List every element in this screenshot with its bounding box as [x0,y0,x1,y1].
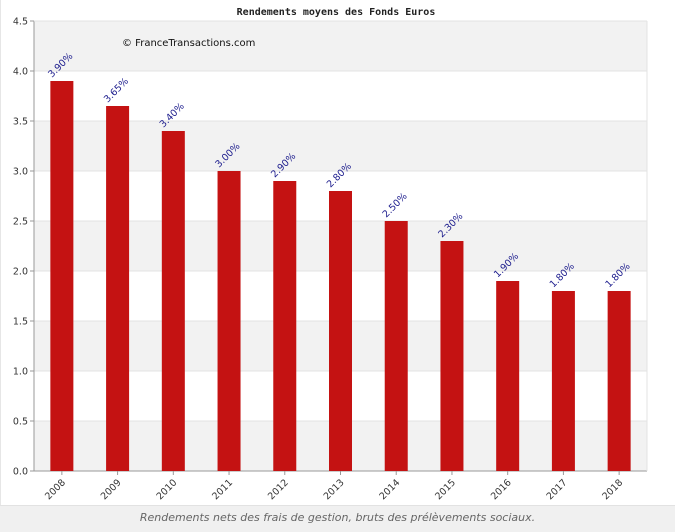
x-tick-label: 2012 [266,477,291,502]
x-tick-label: 2014 [377,477,402,502]
y-tick-label: 4.0 [13,67,28,78]
bar [551,291,575,471]
chart-title: Rendements moyens des Fonds Euros [237,7,436,18]
bar-chart: 3.90%3.65%3.40%3.00% 2.90% 2.80%2.50%2.30%… [13,7,648,502]
frame-edge [0,0,1,505]
x-tick-label: 2011 [210,477,235,502]
y-tick-label: 3.5 [13,117,28,128]
bar [217,171,241,471]
bar [106,106,130,471]
x-tick-labels: 2008 2009 2010 2011 2012 2013 2014 2015 2016 2017… [43,477,625,502]
x-tick-label: 2018 [600,477,625,502]
bar [50,81,74,471]
bar [607,291,631,471]
x-tick-label: 2010 [155,477,180,502]
y-tick-label: 2.0 [13,267,28,278]
watermark-text: © FranceTransactions.com [122,38,255,49]
bar [384,221,408,471]
y-tick-label: 0.5 [13,417,28,428]
y-tick-labels: 0.0 0.5 1.0 1.5 2.0 2.5 3.0 3.5 4.0 4.5 [13,17,28,478]
bar [161,131,185,471]
bar [273,181,297,471]
y-tick-label: 3.0 [13,167,28,178]
y-tick-label: 1.0 [13,367,28,378]
x-tick-label: 2015 [433,477,458,502]
x-tick-label: 2017 [545,477,570,502]
y-tick-label: 1.5 [13,317,28,328]
x-tick-label: 2016 [489,477,514,502]
x-tick-label: 2009 [99,477,124,502]
caption-text: Rendements nets des frais de gestion, br… [139,511,536,524]
bar [329,191,352,471]
y-tick-label: 2.5 [13,217,28,228]
y-tick-label: 0.0 [13,467,28,478]
bar [440,241,464,471]
x-tick-label: 2008 [43,477,68,502]
bars [50,81,631,471]
plot-band [34,21,647,71]
y-tick-label: 4.5 [13,17,28,28]
plot-band [34,121,647,171]
bar [496,281,520,471]
x-tick-label: 2013 [322,477,347,502]
caption-bar: Rendements nets des frais de gestion, br… [0,505,675,532]
